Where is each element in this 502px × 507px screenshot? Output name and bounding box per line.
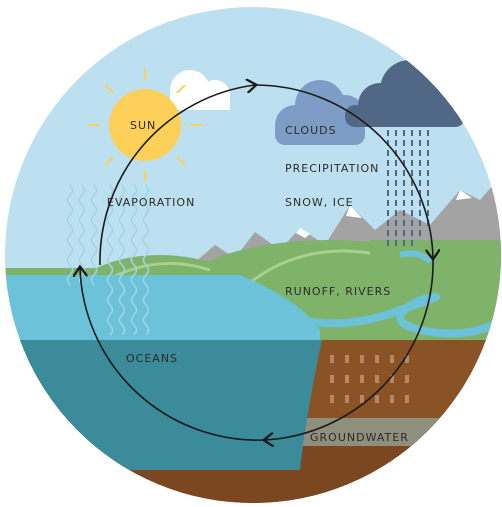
runoff-label: RUNOFF, RIVERS: [285, 285, 391, 298]
evaporation-label: EVAPORATION: [107, 196, 195, 209]
groundwater-drops: [330, 355, 409, 403]
snow-cap: [296, 228, 310, 238]
snow-cap: [346, 205, 362, 218]
snow-cap: [456, 190, 472, 200]
sun-label: SUN: [130, 119, 156, 132]
snow-ice-label: SNOW, ICE: [285, 196, 354, 209]
evaporation-waves: [66, 184, 150, 336]
ocean-surface: [5, 275, 320, 340]
sun-rays: [88, 68, 202, 182]
groundwater-label: GROUNDWATER: [310, 431, 409, 444]
river: [299, 292, 501, 338]
oceans-label: OCEANS: [126, 352, 178, 365]
sun: [109, 89, 181, 161]
snow-cap: [490, 175, 501, 190]
clouds-label: CLOUDS: [285, 124, 337, 137]
cycle-arrows: [80, 85, 433, 440]
rain: [387, 130, 429, 250]
small-cloud: [170, 70, 230, 110]
precipitation-label: PRECIPITATION: [285, 162, 379, 175]
